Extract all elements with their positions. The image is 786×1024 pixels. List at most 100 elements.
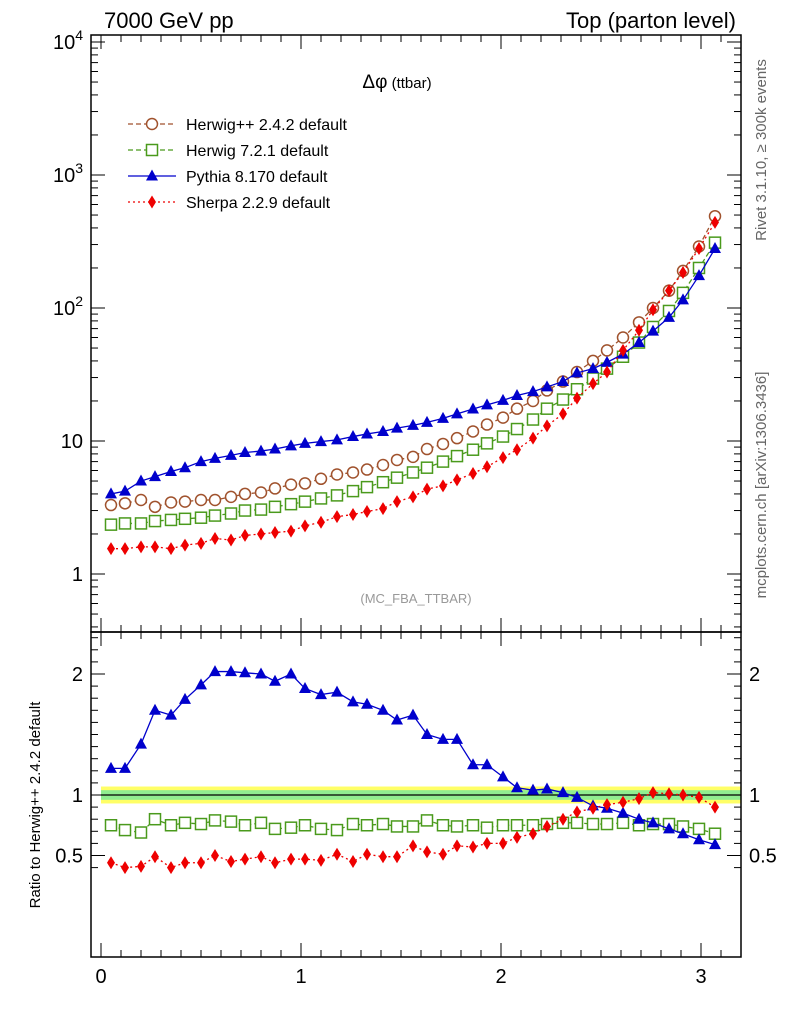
ratio-data-point [600,817,614,831]
data-point [499,451,507,465]
legend-item: Sherpa 2.2.9 default [128,195,331,212]
data-point [178,512,192,526]
data-point [254,503,268,516]
data-point [390,453,404,467]
ratio-data-point [586,817,600,831]
data-point [556,393,570,406]
ratio-data-point [349,855,357,869]
data-point [466,443,480,456]
data-point [148,500,162,514]
data-point [194,511,208,524]
data-point [238,487,252,501]
ratio-data-point [317,853,325,867]
data-point [104,498,118,512]
ratio-data-point [181,856,189,870]
data-point [450,431,464,445]
data-point [571,366,583,378]
data-point [331,433,343,445]
legend-label: Herwig 7.2.1 default [186,143,329,160]
data-point [663,310,675,322]
data-point [543,419,551,433]
data-point [665,284,673,298]
ratio-data-point [149,703,161,715]
data-point [181,538,189,552]
ratio-data-point [360,819,374,832]
ratio-y-tick-label-right: 0.5 [749,846,777,868]
data-point [557,375,569,387]
ratio-data-point [118,823,132,837]
data-point [317,515,325,529]
rivet-version-label: Rivet 3.1.10, ≥ 300k events [753,59,770,241]
ratio-data-point [439,847,447,861]
legend-label: Sherpa 2.2.9 default [186,195,331,212]
ratio-y-axis-label: Ratio to Herwig++ 2.4.2 default [27,701,44,909]
data-point [526,413,540,426]
data-point [179,461,191,473]
ratio-data-point [437,732,449,744]
data-point [466,425,480,438]
ratio-data-point [393,850,401,864]
ratio-data-point [287,852,295,866]
data-point [347,430,359,442]
data-point [164,496,178,509]
ratio-data-point [436,819,450,832]
ratio-data-point [511,781,523,793]
ratio-data-point [105,761,117,773]
data-point [208,493,222,507]
ratio-data-point [497,770,509,782]
data-point [483,460,491,474]
ratio-data-point [315,688,327,700]
ratio-data-point [119,761,131,773]
y-tick-label: 104 [53,27,83,54]
ratio-data-point [407,708,419,720]
data-point [315,435,327,447]
header-left-label: 7000 GeV pp [104,8,234,33]
ratio-data-point [361,697,373,709]
data-point [587,362,599,374]
legend-label: Herwig++ 2.4.2 default [186,117,348,134]
data-point [391,421,403,433]
data-point [451,407,463,419]
ratio-data-point [377,703,389,715]
data-point [284,478,298,491]
ratio-data-point [269,674,281,686]
data-point [298,477,312,490]
ratio-data-point [197,856,205,870]
ratio-data-point [330,823,344,837]
ratio-data-point [677,827,689,839]
ratio-data-point [107,856,115,870]
ratio-series-herwig-7-2-1-default [104,812,722,840]
data-point [255,444,267,456]
series-line [111,222,716,550]
ratio-data-point [617,806,629,818]
data-point [439,479,447,493]
data-point [376,475,390,489]
data-point [134,493,148,507]
ratio-data-point [451,732,463,744]
legend: Herwig++ 2.4.2 default Herwig 7.2.1 defau… [128,117,348,212]
ratio-data-point [619,795,627,809]
data-point [211,531,219,545]
data-point [481,398,493,410]
data-point [224,507,238,520]
legend-marker [148,195,156,209]
plot-title-symbol: Δφ [362,72,387,93]
ratio-data-point [466,819,480,832]
ratio-data-point [376,817,390,831]
ratio-data-point [543,819,551,833]
data-point [197,536,205,550]
data-point [349,508,357,522]
data-point [363,505,371,519]
data-point [679,265,687,279]
ratio-data-point [527,783,539,795]
ratio-data-point [603,798,611,812]
ratio-data-point [255,667,267,679]
data-point [649,303,657,317]
data-point [298,495,312,508]
y-tick-label: 103 [53,160,83,187]
ratio-data-point [178,816,192,830]
ratio-data-point [224,815,238,828]
ratio-data-point [633,812,645,824]
data-point [118,517,132,530]
ratio-data-point [409,839,417,853]
